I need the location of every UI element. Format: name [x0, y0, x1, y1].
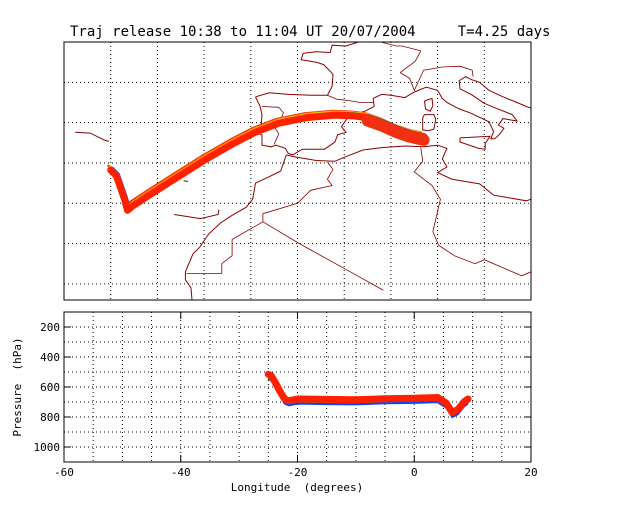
y-tick-label: 800 [40, 411, 60, 424]
coastline [75, 131, 109, 142]
profile-frame [63, 311, 532, 463]
coastline [184, 154, 287, 300]
country-border [413, 147, 455, 257]
trajectory-tail [361, 114, 430, 146]
coastline [422, 114, 437, 132]
country-border [381, 42, 422, 73]
x-tick-label: -20 [288, 466, 308, 479]
chart-title: Traj release 10:38 to 11:04 UT 20/07/200… [70, 24, 550, 40]
map-coastlines [75, 42, 531, 312]
country-border [399, 65, 474, 92]
coastline [286, 144, 531, 202]
map-panel [63, 41, 532, 312]
profile-core [264, 370, 472, 416]
y-tick-label: 1000 [34, 441, 61, 454]
y-tick-label: 400 [40, 351, 60, 364]
country-border [262, 161, 334, 222]
map-grid [64, 42, 531, 300]
x-tick-label: -60 [54, 466, 74, 479]
coastline [459, 135, 491, 150]
coastline [174, 209, 220, 220]
country-border [327, 94, 375, 103]
x-tick-label: 0 [411, 466, 418, 479]
coastline [109, 306, 131, 312]
profile-ticks: -60 -40 -20 0 20 200 400 600 800 1000 [34, 312, 538, 479]
country-border [454, 255, 531, 277]
y-axis-label: Pressure (hPa) [11, 337, 24, 436]
coastline [183, 180, 189, 182]
x-axis-label: Longitude (degrees) [231, 481, 363, 494]
profile-panel: -60 -40 -20 0 20 200 400 600 800 1000 Longitude (… [11, 311, 538, 494]
y-tick-label: 200 [40, 321, 60, 334]
coastline [424, 97, 434, 112]
country-border [186, 221, 264, 274]
profile-trajectory [264, 370, 472, 419]
coastline [255, 76, 531, 156]
x-tick-label: 20 [524, 466, 537, 479]
map-frame [63, 41, 532, 301]
country-border [262, 221, 384, 291]
profile-grid [64, 312, 531, 462]
coastline [255, 42, 360, 98]
x-tick-label: -40 [171, 466, 191, 479]
map-trajectory [107, 109, 430, 214]
y-tick-label: 600 [40, 381, 60, 394]
